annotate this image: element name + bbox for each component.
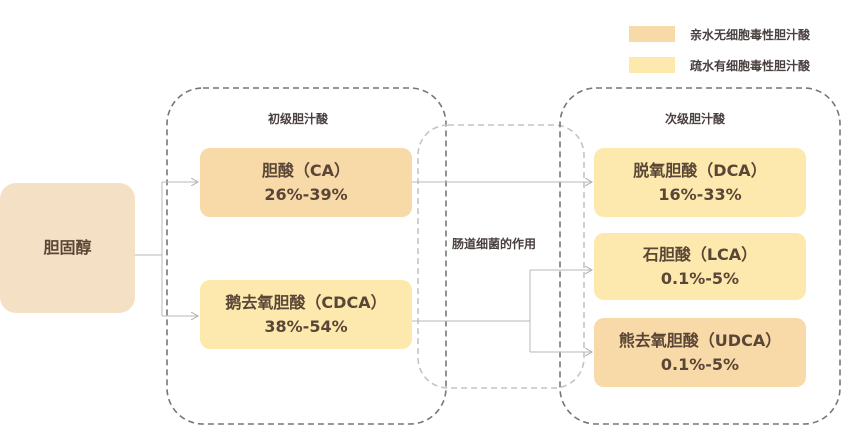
- ca-range: 26%-39%: [264, 184, 348, 204]
- bacteria-group-outline: [417, 124, 585, 389]
- udca-box: 熊去氧胆酸（UDCA） 0.1%-5%: [594, 318, 806, 387]
- dca-name: 脱氧胆酸（DCA）: [633, 160, 767, 180]
- ca-name: 胆酸（CA）: [261, 160, 351, 180]
- lca-range: 0.1%-5%: [660, 268, 740, 288]
- dca-range: 16%-33%: [658, 184, 742, 204]
- primary-group-outline: [166, 87, 447, 425]
- cholesterol-label: 胆固醇: [43, 238, 92, 257]
- cholesterol-box: 胆固醇: [0, 183, 135, 313]
- bacteria-label: 肠道细菌的作用: [452, 237, 537, 251]
- secondary-group-outline: [559, 87, 841, 425]
- cdca-name: 鹅去氧胆酸（CDCA）: [225, 292, 387, 312]
- udca-range: 0.1%-5%: [660, 354, 740, 374]
- legend-swatch-hydrophobic: [629, 57, 675, 73]
- cdca-box: 鹅去氧胆酸（CDCA） 38%-54%: [200, 280, 412, 349]
- legend-label-hydrophobic: 疏水有细胞毒性胆汁酸: [690, 59, 811, 73]
- cdca-range: 38%-54%: [264, 316, 348, 336]
- udca-name: 熊去氧胆酸（UDCA）: [618, 330, 782, 350]
- dca-box: 脱氧胆酸（DCA） 16%-33%: [594, 148, 806, 217]
- secondary-title: 次级胆汁酸: [665, 112, 726, 126]
- ca-box: 胆酸（CA） 26%-39%: [200, 148, 412, 217]
- legend-label-hydrophilic: 亲水无细胞毒性胆汁酸: [690, 28, 811, 42]
- connector-cdca: [412, 270, 531, 352]
- lca-box: 石胆酸（LCA） 0.1%-5%: [594, 233, 806, 300]
- lca-name: 石胆酸（LCA）: [642, 244, 758, 264]
- primary-title: 初级胆汁酸: [268, 112, 329, 126]
- legend-swatch-hydrophilic: [629, 26, 675, 42]
